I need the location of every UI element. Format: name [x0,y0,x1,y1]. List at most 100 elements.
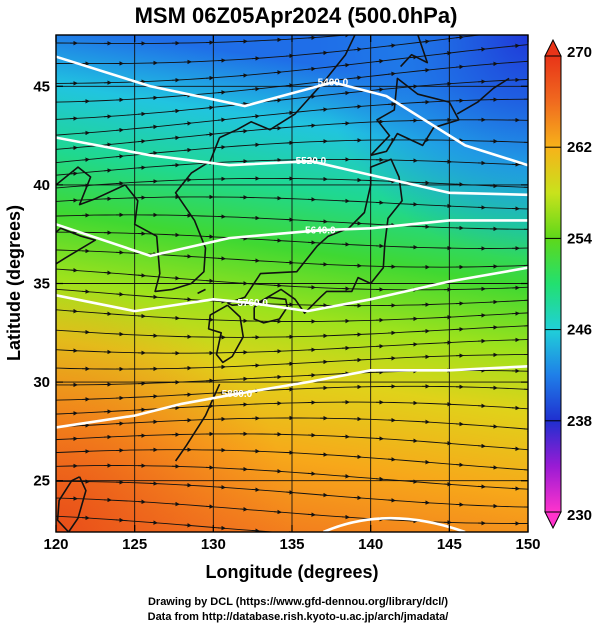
contour-line [322,516,466,532]
grid-lines [56,35,528,532]
flow-arrow [319,492,328,498]
credit-data: Data from http://database.rish.kyoto-u.a… [148,611,449,623]
flow-arrow [205,105,214,110]
flow-arrow [489,465,498,470]
flow-arrow [307,512,316,517]
flow-arrow [137,111,146,117]
flow-arrow [307,471,316,476]
flow-arrow [205,132,214,137]
flow-arrow [455,462,464,468]
flow-arrow [183,121,192,126]
flow-arrow [149,150,158,156]
flow-arrow [137,165,146,170]
contour-line [56,365,528,429]
flow-arrow [149,294,158,300]
flow-arrow [103,311,112,316]
honshu-coastline [227,158,403,314]
shikoku-coastline [253,296,289,324]
flow-arrow [375,476,384,482]
contour-line [56,219,528,258]
y-tick-label: 25 [33,473,50,490]
colorbar-max-triangle [544,38,562,57]
colorbar-tick-label: 230 [567,507,592,524]
flow-arrow [171,275,180,281]
flow-arrow [217,117,226,123]
flow-arrow [69,171,78,176]
flow-arrow [115,127,124,133]
flow-arrow [137,273,146,278]
ryukyu-coastline [174,383,221,462]
flow-arrow [376,32,383,33]
flow-arrow [443,482,452,487]
flow-arrow [353,47,362,52]
flow-arrow [171,108,180,114]
colorbar-tick-label: 238 [567,413,592,430]
contour-label: 5400.0 [318,77,349,88]
contour-line [56,266,528,313]
flow-arrow [103,142,112,147]
flow-arrow [341,90,350,96]
flow-arrow [319,50,328,56]
kyushu-coastline [207,304,244,364]
flow-arrow [205,504,214,509]
flow-arrow [353,104,362,109]
flow-arrow [137,139,146,144]
x-tick-label: 130 [201,536,226,553]
contour-label: 5880.0 [222,389,253,400]
flow-arrow [251,528,260,532]
flow-arrow [478,20,485,21]
flow-arrow [115,154,124,159]
flow-arrow [410,28,417,29]
flow-arrow [421,68,430,73]
flow-arrow [443,441,452,446]
flow-arrow [171,135,180,141]
flow-arrow [251,86,260,92]
y-tick-label: 45 [33,78,50,95]
flow-arrow [273,70,282,75]
flow-arrow [375,59,384,64]
flow-arrow [251,487,260,492]
x-tick-label: 140 [358,536,383,553]
flow-arrow [455,64,464,70]
flow-arrow [353,75,362,80]
flow-arrow [183,523,192,528]
chart-title: MSM 06Z05Apr2024 (500.0hPa) [135,3,458,28]
flow-arrow [421,39,430,44]
y-tick-label: 40 [33,177,50,194]
y-axis-label: Latitude (degrees) [4,205,24,361]
flow-arrow [319,107,328,112]
flow-arrow [341,474,350,479]
flow-arrow [81,157,90,162]
contour-label: 5520.0 [296,156,327,167]
china-east-coastline [56,227,97,265]
flow-arrow [81,289,90,294]
colorbar-scale [544,55,562,513]
flow-arrow [387,43,396,48]
flow-arrow [455,35,464,40]
flow-arrow [409,479,418,484]
flow-arrow [239,73,248,78]
colorbar-tick-label: 262 [567,139,592,156]
flow-arrow [205,278,214,284]
sakhalin-coastline [400,35,429,68]
flow-arrow [477,47,486,52]
flow-arrow [273,509,282,515]
taiwan-coastline [56,476,87,532]
flow-arrow [387,498,396,503]
flow-arrow [489,424,498,429]
colorbar-tick-label: 270 [567,44,592,61]
x-axis-ticks: 120 125 130 135 140 145 150 [43,35,541,553]
flow-arrow [81,130,90,136]
flow-arrow [387,457,396,462]
flow-arrow [217,90,226,95]
map-plot: 5400.0 5520.0 5640.0 5760.0 5880.0 [56,20,528,532]
flow-arrow [341,62,350,68]
flow-arrow [239,128,248,134]
x-tick-label: 135 [279,536,304,553]
flow-arrow [421,459,430,465]
x-tick-label: 150 [515,536,540,553]
x-axis-label: Longitude (degrees) [205,562,378,582]
flow-arrow [115,292,124,297]
streamline [56,515,280,532]
contour-line [56,136,528,197]
